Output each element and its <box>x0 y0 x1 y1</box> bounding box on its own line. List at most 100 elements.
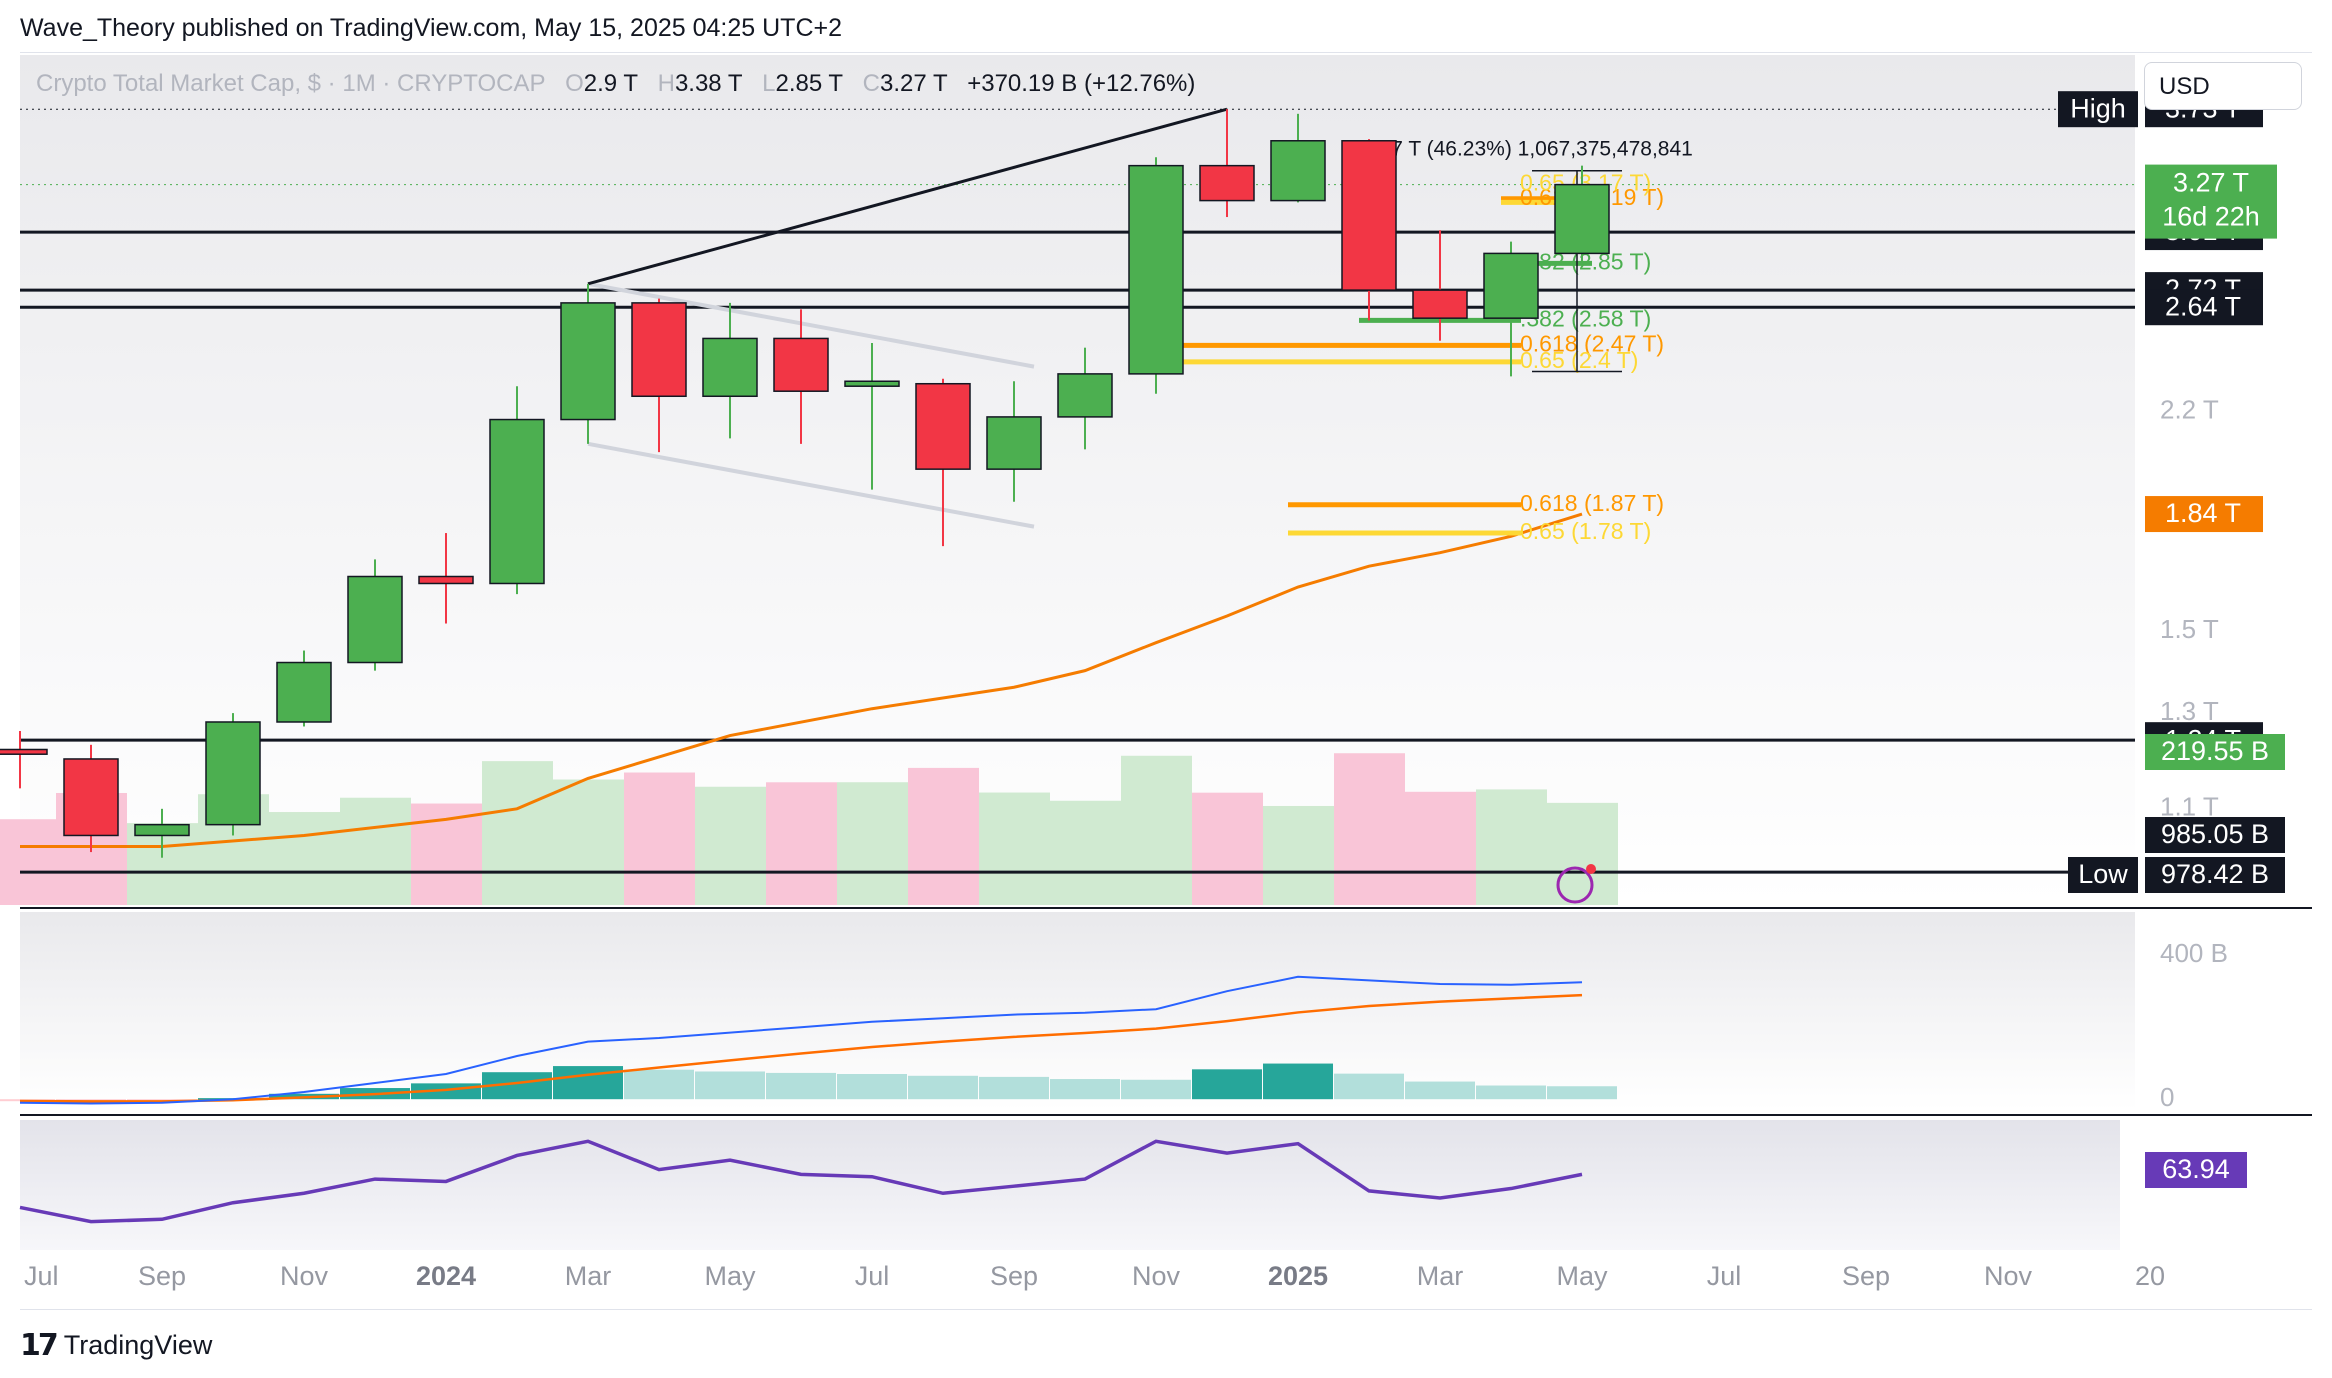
high-tag: High <box>2070 93 2126 123</box>
fib-label: .382 (2.58 T) <box>1520 305 1651 331</box>
volume-area-segment <box>1405 791 1476 905</box>
volume-area-segment <box>482 761 553 905</box>
volume-area-segment <box>1334 753 1405 905</box>
macd-histogram-bar <box>624 1069 694 1100</box>
level-tag-bg <box>2145 289 2263 326</box>
candle-body <box>205 721 261 826</box>
candle-body <box>631 302 687 398</box>
rsi-value-tag: 63.94 <box>2162 1154 2230 1184</box>
level-tag-bg <box>2145 817 2285 853</box>
volume-area-segment <box>837 782 908 905</box>
fib-label: 0.618 (1.87 T) <box>1520 490 1664 516</box>
time-axis-label: May <box>704 1261 756 1291</box>
macd-histogram-bar <box>1050 1079 1120 1100</box>
macd-histogram-bar <box>1263 1063 1333 1100</box>
time-axis-label: Sep <box>138 1261 186 1291</box>
main-pane-background <box>20 55 2135 905</box>
low-price-tag: 978.42 B <box>2161 859 2269 889</box>
macd-histogram-bar <box>908 1075 978 1100</box>
ema-line <box>20 512 1583 848</box>
volume-area-segment <box>1263 805 1334 905</box>
level-tag: 2.64 T <box>2165 291 2241 321</box>
macd-histogram-bar <box>837 1074 907 1100</box>
ema-price-tag: 1.84 T <box>2165 498 2241 528</box>
rsi-value-tag-bg <box>2145 1152 2247 1188</box>
candle-body <box>63 758 119 837</box>
candle-body <box>773 337 829 392</box>
currency-selector[interactable]: USD <box>2144 62 2302 110</box>
low-tag: Low <box>2078 859 2128 889</box>
time-axis-label: Nov <box>1132 1261 1181 1291</box>
price-axis-label: 1.3 T <box>2160 696 2219 726</box>
time-axis-label: Nov <box>280 1261 329 1291</box>
rsi-pane-background <box>20 1120 2120 1250</box>
candle-body <box>276 661 332 723</box>
macd-histogram-bar <box>1476 1085 1546 1100</box>
volume-area-segment <box>979 792 1050 905</box>
volume-area-segment <box>766 782 837 905</box>
macd-signal-line <box>19 993 1583 1103</box>
candle-body <box>986 416 1042 470</box>
macd-histogram-bar <box>766 1072 836 1100</box>
macd-histogram-bar <box>1405 1081 1475 1100</box>
volume-value-tag-bg <box>2145 734 2285 770</box>
time-axis-label: 2025 <box>1268 1261 1328 1291</box>
volume-area-segment <box>0 819 56 905</box>
volume-area-segment <box>908 767 979 905</box>
alert-dot-icon <box>1586 864 1596 874</box>
high-tag-bg <box>2058 91 2138 128</box>
publisher-line: Wave_Theory published on TradingView.com… <box>20 14 842 42</box>
volume-area-segment <box>269 812 340 905</box>
volume-area-segment <box>1476 789 1547 905</box>
volume-area-segment <box>1192 792 1263 905</box>
legend-close: 3.27 T <box>880 70 948 97</box>
legend-high: 3.38 T <box>674 70 743 97</box>
volume-area-segment <box>1050 800 1121 905</box>
time-axis-label: 2024 <box>416 1261 476 1291</box>
candle-body <box>418 575 474 585</box>
macd-pane-background <box>20 912 2135 1110</box>
brand-text: TradingView <box>63 1330 213 1360</box>
legend-l-label: L <box>762 70 776 97</box>
fib-label: 0.65 (1.78 T) <box>1520 518 1651 544</box>
candle-body <box>1128 164 1184 375</box>
level-tag: 985.05 B <box>2161 819 2269 849</box>
volume-area-segment <box>695 786 766 905</box>
low-price-tag-bg <box>2145 857 2285 893</box>
candle-body <box>1199 164 1255 202</box>
fib-label: 0.65 (2.4 T) <box>1520 347 1638 373</box>
macd-axis-label: 400 B <box>2160 938 2228 968</box>
volume-area-segment <box>1121 755 1192 905</box>
macd-histogram-bar <box>1121 1079 1191 1100</box>
channel-upper-line <box>587 281 1035 369</box>
ema-price-tag-bg <box>2145 496 2263 533</box>
candle-body <box>1554 183 1610 255</box>
volume-value-tag: 219.55 B <box>2161 736 2269 766</box>
time-axis-label: Mar <box>565 1261 612 1291</box>
volume-area-segment <box>553 779 624 905</box>
time-axis-label: Sep <box>1842 1261 1890 1291</box>
macd-histogram-bar <box>1547 1086 1617 1100</box>
legend-open: 2.9 T <box>583 70 638 97</box>
last-price-tag: 3.27 T <box>2173 168 2249 198</box>
tradingview-brand[interactable]: 𝟭𝟳 TradingView <box>20 1328 212 1363</box>
time-axis-label: 20 <box>2135 1261 2165 1291</box>
trend-line <box>587 107 1228 286</box>
candle-body <box>915 382 971 470</box>
legend-change: +370.19 B (+12.76%) <box>967 70 1196 97</box>
candle-body <box>1412 289 1468 319</box>
measure-label: 1.07 T (46.23%) 1,067,375,478,841 <box>1362 138 1693 161</box>
candle-body <box>347 575 403 664</box>
rsi-line <box>19 1139 1583 1224</box>
candle-body <box>1341 140 1397 291</box>
candle-body <box>1057 373 1113 418</box>
macd-histogram-bar <box>695 1071 765 1100</box>
macd-histogram-bar <box>979 1076 1049 1100</box>
low-tag-bg <box>2068 857 2138 893</box>
time-axis-label: Jul <box>24 1261 59 1291</box>
fib-label: 0.618 (2.47 T) <box>1520 330 1664 356</box>
time-axis-label: Jul <box>1707 1261 1742 1291</box>
macd-line <box>19 975 1583 1105</box>
price-axis-label: 2.2 T <box>2160 395 2219 425</box>
